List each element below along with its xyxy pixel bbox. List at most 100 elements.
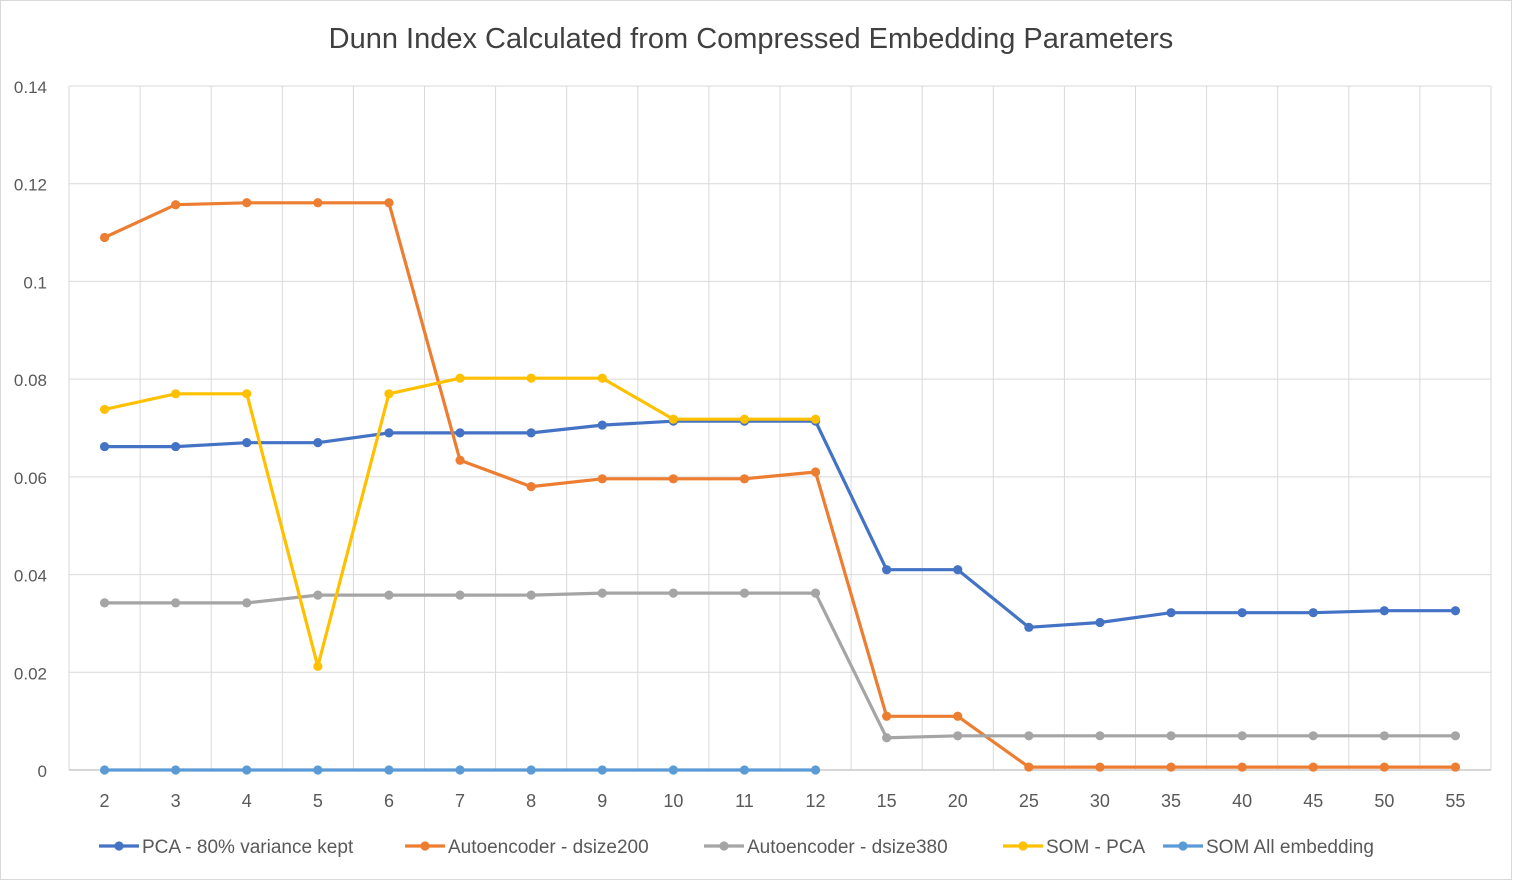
legend-item: PCA - 80% variance kept xyxy=(99,837,354,858)
x-tick-label: 7 xyxy=(455,791,465,811)
data-point xyxy=(1379,762,1389,772)
data-point xyxy=(953,565,963,575)
data-point xyxy=(526,765,536,775)
data-point xyxy=(1379,731,1389,741)
series-line xyxy=(102,201,1457,769)
data-point xyxy=(1024,762,1034,772)
legend-item: Autoencoder - dsize380 xyxy=(704,837,948,858)
chart-title: Dunn Index Calculated from Compressed Em… xyxy=(329,23,1174,55)
y-tick-label: 0 xyxy=(38,762,47,781)
data-point xyxy=(455,373,465,383)
data-point xyxy=(313,661,323,672)
data-point xyxy=(1308,731,1318,741)
data-point xyxy=(739,414,750,424)
data-point xyxy=(810,414,821,424)
data-point xyxy=(171,441,181,452)
grid-layer xyxy=(68,85,1492,771)
y-tick-label: 0.06 xyxy=(14,469,47,488)
data-point xyxy=(1308,608,1318,618)
data-point xyxy=(242,438,252,448)
legend-swatch-marker xyxy=(719,841,729,851)
x-tick-label: 3 xyxy=(171,791,181,811)
data-point xyxy=(597,373,607,383)
data-point xyxy=(526,373,536,383)
data-point xyxy=(526,482,536,492)
data-point xyxy=(99,598,110,608)
data-point xyxy=(1166,608,1176,618)
data-point xyxy=(242,198,252,208)
data-point xyxy=(384,765,394,775)
data-point xyxy=(242,598,252,608)
data-point xyxy=(171,200,181,210)
legend-swatch-marker xyxy=(114,841,124,851)
x-tick-label: 30 xyxy=(1090,791,1110,811)
data-point xyxy=(99,404,110,415)
legend-item: SOM - PCA xyxy=(1003,837,1146,858)
legend-label: Autoencoder - dsize200 xyxy=(448,837,649,858)
x-tick-label: 40 xyxy=(1232,791,1252,811)
legend-label: Autoencoder - dsize380 xyxy=(747,837,948,858)
data-point xyxy=(668,414,678,424)
data-point xyxy=(953,731,963,741)
data-point xyxy=(597,474,607,484)
data-point xyxy=(668,588,678,598)
data-point xyxy=(384,428,394,438)
data-point xyxy=(597,588,607,598)
legend-label: PCA - 80% variance kept xyxy=(142,837,354,858)
data-point xyxy=(313,765,323,775)
data-point xyxy=(739,588,750,598)
legend-label: SOM - PCA xyxy=(1046,837,1146,858)
data-point xyxy=(1166,762,1176,772)
data-point xyxy=(313,438,323,448)
data-point xyxy=(1095,617,1105,628)
x-tick-label: 50 xyxy=(1374,791,1394,811)
data-point xyxy=(526,590,536,600)
data-point xyxy=(597,765,607,775)
y-tick-label: 0.02 xyxy=(14,664,47,683)
legend: PCA - 80% variance kept Autoencoder - dsi… xyxy=(99,837,1374,858)
legend-label: SOM All embedding xyxy=(1206,837,1374,858)
data-point xyxy=(384,198,394,208)
data-point xyxy=(171,389,181,399)
data-point xyxy=(739,474,750,484)
series-0 xyxy=(99,416,1461,632)
data-point xyxy=(455,765,465,775)
data-point xyxy=(1450,731,1461,741)
data-point xyxy=(953,711,963,721)
data-point xyxy=(1024,622,1034,632)
x-tick-label: 2 xyxy=(100,791,110,811)
legend-swatch-marker xyxy=(1178,841,1188,851)
data-point xyxy=(384,389,394,399)
data-point xyxy=(1237,762,1247,772)
data-point xyxy=(882,565,892,575)
data-point xyxy=(455,428,465,438)
data-point xyxy=(99,441,110,452)
data-point xyxy=(1166,731,1176,741)
legend-swatch-marker xyxy=(1018,841,1028,851)
series-line xyxy=(102,419,1457,629)
data-point xyxy=(455,590,465,600)
data-point xyxy=(810,467,821,477)
data-point xyxy=(455,455,465,465)
legend-swatch-marker xyxy=(420,841,430,851)
data-point xyxy=(526,428,536,438)
y-tick-label: 0.12 xyxy=(14,176,47,195)
data-point xyxy=(99,232,110,243)
data-point xyxy=(1450,606,1461,616)
x-tick-label: 45 xyxy=(1303,791,1323,811)
data-point xyxy=(1095,731,1105,741)
x-tick-label: 6 xyxy=(384,791,394,811)
y-tick-label: 0.1 xyxy=(23,273,47,292)
x-tick-label: 5 xyxy=(313,791,323,811)
data-point xyxy=(171,765,181,775)
data-point xyxy=(1308,762,1318,772)
data-point xyxy=(810,765,821,775)
x-tick-label: 35 xyxy=(1161,791,1181,811)
x-tick-label: 12 xyxy=(806,791,826,811)
series-3 xyxy=(99,373,821,672)
data-point xyxy=(313,590,323,600)
series-2 xyxy=(99,588,1461,743)
data-point xyxy=(882,733,892,743)
x-tick-label: 55 xyxy=(1445,791,1465,811)
